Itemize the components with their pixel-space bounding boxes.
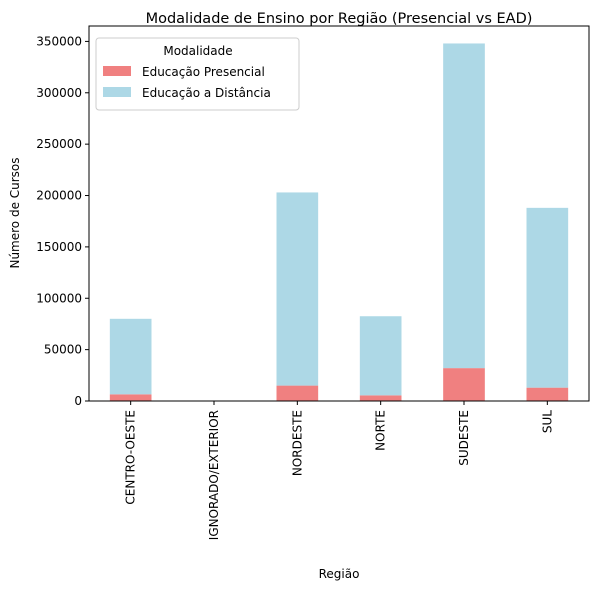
legend-frame: [95, 37, 300, 111]
x-tick-label: CENTRO-OESTE: [124, 410, 138, 505]
plot-frame: [88, 25, 590, 402]
x-tick-label: IGNORADO/EXTERIOR: [207, 410, 221, 540]
legend-swatch-distancia: [103, 87, 131, 97]
bar-sul-series-1: [526, 207, 569, 388]
bar-sudeste-series-1: [443, 43, 485, 369]
x-axis: CENTRO-OESTE IGNORADO/EXTERIOR NORDESTE NOR…: [124, 401, 554, 540]
y-axis: 0 50000 100000 150000 200000 250000 300000 3500…: [36, 34, 89, 408]
x-tick-label: NORTE: [374, 410, 388, 451]
y-tick-label: 100000: [36, 291, 82, 305]
legend-title: Modalidade: [163, 44, 232, 58]
y-tick-label: 150000: [36, 240, 82, 254]
y-tick-label: 50000: [44, 343, 82, 357]
y-tick-label: 0: [74, 394, 82, 408]
y-tick-label: 350000: [36, 34, 82, 48]
y-axis-label: Número de Cursos: [8, 157, 22, 268]
legend-label-presencial: Educação Presencial: [142, 65, 265, 79]
bar-centro-oeste-series-0: [109, 394, 152, 401]
bar-nordeste-series-1: [276, 192, 319, 386]
bar-centro-oeste-series-1: [109, 318, 152, 395]
bar-norte-series-1: [359, 316, 402, 396]
legend-swatch-presencial: [103, 66, 131, 76]
y-tick-label: 300000: [36, 86, 82, 100]
legend: Modalidade Educação Presencial Educação …: [95, 37, 300, 111]
x-tick-label: SUDESTE: [457, 410, 471, 466]
bar-sudeste-series-0: [443, 368, 485, 401]
legend-label-distancia: Educação a Distância: [142, 86, 271, 100]
y-tick-label: 250000: [36, 137, 82, 151]
bar-norte-series-0: [359, 395, 402, 401]
x-tick-label: NORDESTE: [290, 410, 304, 476]
bar-nordeste-series-0: [276, 385, 319, 401]
x-tick-label: SUL: [540, 410, 554, 433]
chart-title: Modalidade de Ensino por Região (Presenc…: [146, 11, 533, 27]
y-tick-label: 200000: [36, 189, 82, 203]
bar-sul-series-0: [526, 387, 569, 401]
x-axis-label: Região: [319, 567, 360, 581]
bars-group: [109, 43, 569, 401]
